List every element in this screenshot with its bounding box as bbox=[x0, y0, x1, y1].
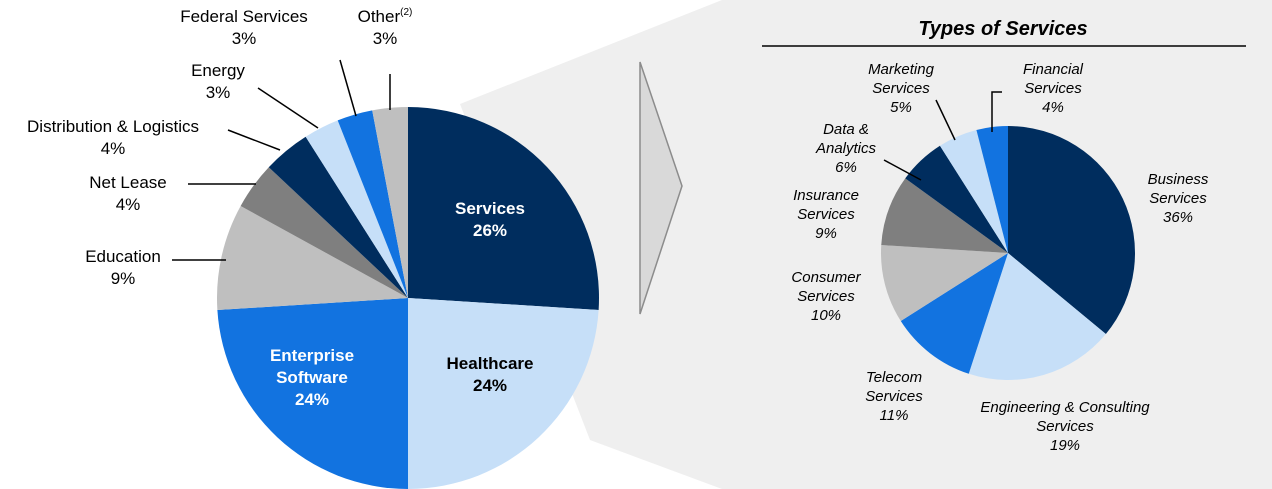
category-name: Telecom Services bbox=[865, 369, 923, 405]
footnote-mark: (2) bbox=[400, 7, 413, 18]
slice-label: Financial Services 4% bbox=[1003, 60, 1103, 117]
slice-label: Federal Services 3% bbox=[154, 6, 334, 50]
category-label: Enterprise Software bbox=[262, 345, 362, 389]
value-label: 36% bbox=[1162, 209, 1194, 226]
leader-line bbox=[935, 99, 956, 141]
value-label: 4% bbox=[1042, 99, 1064, 116]
pie-slice bbox=[217, 205, 408, 310]
pie-slice bbox=[372, 107, 408, 298]
value-label: 24% bbox=[472, 376, 508, 395]
category-label: Engineering & Consulting Services bbox=[970, 398, 1160, 436]
zoom-background bbox=[460, 0, 1272, 489]
slice-label: Net Lease 4% bbox=[53, 172, 203, 216]
value-label: 3% bbox=[205, 83, 231, 102]
category-label: Healthcare bbox=[430, 353, 550, 375]
value-label: 10% bbox=[810, 307, 842, 324]
pie-slice bbox=[240, 167, 408, 298]
leader-line bbox=[227, 129, 281, 151]
category-name: Consumer Services bbox=[791, 269, 861, 305]
chart-title: Types of Services bbox=[918, 18, 1088, 40]
value-label: 19% bbox=[1049, 437, 1081, 454]
category-name: Education bbox=[85, 247, 161, 266]
category-label: Consumer Services bbox=[781, 268, 871, 306]
pie-slice bbox=[337, 110, 408, 298]
category-name: Federal Services bbox=[180, 7, 308, 26]
slice-label: Enterprise Software 24% bbox=[262, 345, 362, 411]
leader-line bbox=[339, 59, 357, 117]
slice-label: Energy 3% bbox=[158, 60, 278, 104]
slice-label: Services 26% bbox=[430, 198, 550, 242]
category-label: Financial Services bbox=[1003, 60, 1103, 98]
value-label: 26% bbox=[472, 221, 508, 240]
category-label: Insurance Services bbox=[781, 186, 871, 224]
category-label: Education bbox=[48, 246, 198, 268]
pie-slice bbox=[1008, 126, 1136, 334]
category-label: Energy bbox=[158, 60, 278, 82]
category-name: Enterprise Software bbox=[269, 346, 355, 387]
category-label: Marketing Services bbox=[851, 60, 951, 98]
category-label: Other(2) bbox=[335, 6, 435, 28]
slice-label: Distribution & Logistics 4% bbox=[0, 116, 243, 160]
pie-slice bbox=[305, 120, 408, 298]
category-label: Distribution & Logistics bbox=[0, 116, 243, 138]
category-name: Insurance Services bbox=[793, 187, 859, 223]
value-label: 24% bbox=[294, 390, 330, 409]
category-name: Healthcare bbox=[446, 354, 534, 373]
slice-label: Telecom Services 11% bbox=[854, 368, 934, 425]
slice-label: Consumer Services 10% bbox=[781, 268, 871, 325]
category-name: Distribution & Logistics bbox=[27, 117, 199, 136]
value-label: 4% bbox=[115, 195, 141, 214]
category-label: Net Lease bbox=[53, 172, 203, 194]
category-name: Business Services bbox=[1147, 171, 1209, 207]
category-name: Engineering & Consulting Services bbox=[980, 399, 1150, 435]
value-label: 9% bbox=[815, 225, 837, 242]
pie-slice bbox=[905, 145, 1008, 253]
category-name: Other bbox=[357, 7, 401, 26]
pie-slice bbox=[217, 298, 408, 489]
slice-label: Other(2) 3% bbox=[335, 6, 435, 50]
value-label: 6% bbox=[835, 159, 857, 176]
value-label: 3% bbox=[231, 29, 257, 48]
category-name: Data & Analytics bbox=[815, 121, 877, 157]
leader-line bbox=[883, 159, 922, 181]
slice-label: Business Services 36% bbox=[1123, 170, 1233, 227]
value-label: 3% bbox=[372, 29, 398, 48]
slice-label: Insurance Services 9% bbox=[781, 186, 871, 243]
pie-slice bbox=[881, 178, 1008, 253]
pie-slice bbox=[408, 107, 599, 310]
pie-slice bbox=[268, 136, 408, 298]
pie-slice bbox=[968, 253, 1106, 380]
category-label: Data & Analytics bbox=[806, 120, 886, 158]
category-name: Energy bbox=[191, 61, 245, 80]
slice-label: Education 9% bbox=[48, 246, 198, 290]
pie-slice bbox=[976, 126, 1008, 253]
pie-slice bbox=[408, 298, 599, 489]
category-label: Federal Services bbox=[154, 6, 334, 28]
value-label: 11% bbox=[879, 407, 909, 424]
category-name: Marketing Services bbox=[868, 61, 934, 97]
value-label: 4% bbox=[100, 139, 126, 158]
category-name: Net Lease bbox=[89, 173, 167, 192]
leader-line bbox=[991, 91, 1002, 132]
category-name: Services bbox=[455, 199, 525, 218]
pie-slice bbox=[900, 253, 1008, 374]
arrow bbox=[639, 61, 683, 315]
category-label: Services bbox=[430, 198, 550, 220]
category-label: Business Services bbox=[1123, 170, 1233, 208]
category-name: Financial Services bbox=[1022, 61, 1084, 97]
category-label: Telecom Services bbox=[854, 368, 934, 406]
slice-label: Data & Analytics 6% bbox=[806, 120, 886, 177]
slice-label: Healthcare 24% bbox=[430, 353, 550, 397]
slice-label: Engineering & Consulting Services 19% bbox=[970, 398, 1160, 455]
value-label: 5% bbox=[890, 99, 912, 116]
pie-slice bbox=[939, 129, 1008, 253]
pie-slice bbox=[881, 245, 1008, 322]
leader-line bbox=[257, 87, 319, 129]
value-label: 9% bbox=[110, 269, 136, 288]
slice-label: Marketing Services 5% bbox=[851, 60, 951, 117]
